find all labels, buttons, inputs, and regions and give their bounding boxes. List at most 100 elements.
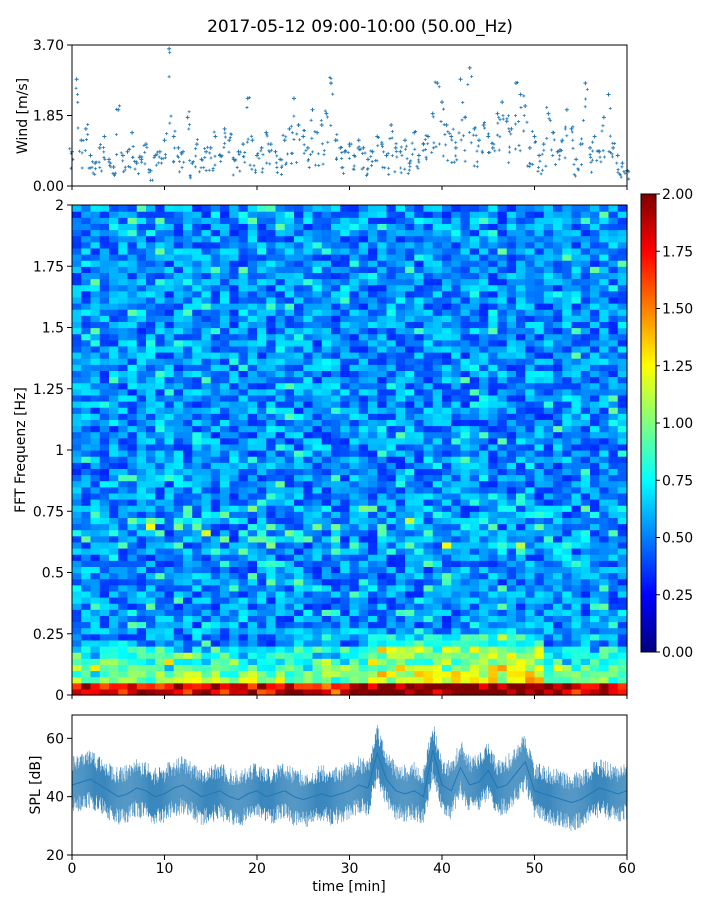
- spectrogram-cell: [239, 352, 249, 359]
- spectrogram-cell: [377, 272, 387, 279]
- spectrogram-cell: [479, 652, 489, 659]
- spectrogram-cell: [174, 646, 184, 653]
- spectrogram-cell: [109, 597, 119, 604]
- spectrogram-cell: [451, 407, 461, 414]
- spectrogram-cell: [442, 615, 452, 622]
- spectrogram-cell: [72, 548, 82, 555]
- spectrogram-cell: [544, 389, 554, 396]
- spectrogram-cell: [507, 530, 517, 537]
- spectrogram-cell: [562, 615, 572, 622]
- spectrogram-cell: [609, 683, 619, 690]
- wind-point: [280, 158, 283, 161]
- wind-point: [380, 141, 383, 144]
- spectrogram-cell: [294, 603, 304, 610]
- spectrogram-cell: [470, 622, 480, 629]
- spectrogram-cell: [174, 272, 184, 279]
- spectrogram-cell: [553, 395, 563, 402]
- spectrogram-cell: [451, 683, 461, 690]
- spectrogram-cell: [229, 266, 239, 273]
- spectrogram-cell: [433, 432, 443, 439]
- spectrogram-cell: [109, 340, 119, 347]
- spectrogram-cell: [599, 560, 609, 567]
- spectrogram-cell: [424, 530, 434, 537]
- spectrogram-cell: [544, 664, 554, 671]
- spectrogram-cell: [248, 683, 258, 690]
- spectrogram-cell: [211, 272, 221, 279]
- spectrogram-cell: [498, 566, 508, 573]
- spectrogram-cell: [266, 640, 276, 647]
- spectrogram-cell: [479, 603, 489, 610]
- spectrogram-cell: [535, 505, 545, 512]
- spectrogram-cell: [572, 389, 582, 396]
- spectrogram-cell: [100, 664, 110, 671]
- spectrogram-cell: [137, 622, 147, 629]
- spectrogram-cell: [155, 481, 165, 488]
- spectrogram-cell: [572, 554, 582, 561]
- spectrogram-cell: [276, 536, 286, 543]
- spectrogram-cell: [562, 419, 572, 426]
- wind-point: [620, 161, 624, 165]
- wind-point: [498, 135, 501, 138]
- spectrogram-cell: [609, 444, 619, 451]
- spectrogram-cell: [118, 370, 128, 377]
- spectrogram-cell: [192, 542, 202, 549]
- spectrogram-cell: [553, 511, 563, 518]
- spectrogram-cell: [322, 432, 332, 439]
- spectrogram-cell: [572, 352, 582, 359]
- spectrogram-cell: [609, 297, 619, 304]
- spectrogram-cell: [155, 524, 165, 531]
- wind-point: [454, 146, 458, 150]
- spectrogram-cell: [442, 566, 452, 573]
- spectrogram-cell: [396, 499, 406, 506]
- spectrogram-cell: [257, 340, 267, 347]
- spectrogram-cell: [599, 573, 609, 580]
- spectrogram-cell: [294, 346, 304, 353]
- spectrogram-cell: [109, 438, 119, 445]
- spectrogram-cell: [581, 438, 591, 445]
- spectrogram-cell: [294, 272, 304, 279]
- spectrogram-cell: [599, 622, 609, 629]
- spectrogram-cell: [313, 511, 323, 518]
- spectrogram-cell: [535, 432, 545, 439]
- spectrogram-cell: [276, 334, 286, 341]
- wind-point: [393, 170, 396, 173]
- spectrogram-cell: [91, 432, 101, 439]
- spectrogram-cell: [165, 297, 175, 304]
- spectrogram-cell: [128, 505, 138, 512]
- spectrogram-cell: [155, 321, 165, 328]
- spectrogram-cell: [183, 658, 193, 665]
- spectrogram-cell: [359, 334, 369, 341]
- spectrogram-cell: [72, 579, 82, 586]
- spectrogram-cell: [525, 413, 535, 420]
- spectrogram-cell: [590, 658, 600, 665]
- spectrogram-cell: [535, 297, 545, 304]
- spectrogram-cell: [294, 395, 304, 402]
- spectrogram-cell: [239, 597, 249, 604]
- spectrogram-cell: [470, 248, 480, 255]
- spectrogram-cell: [433, 671, 443, 678]
- spectrogram-cell: [202, 297, 212, 304]
- spectrogram-cell: [599, 279, 609, 286]
- spectrogram-cell: [470, 328, 480, 335]
- spectrogram-cell: [387, 340, 397, 347]
- spectrogram-cell: [294, 383, 304, 390]
- spectrogram-cell: [433, 462, 443, 469]
- spectrogram-cell: [507, 291, 517, 298]
- spectrogram-cell: [599, 475, 609, 482]
- spectrogram-cell: [405, 609, 415, 616]
- spectrogram-cell: [137, 401, 147, 408]
- spectrogram-cell: [239, 413, 249, 420]
- spectrogram-cell: [239, 272, 249, 279]
- spectrogram-cell: [609, 272, 619, 279]
- spectrogram-cell: [81, 499, 91, 506]
- spectrogram-cell: [572, 591, 582, 598]
- spectrogram-cell: [581, 468, 591, 475]
- spectrogram-cell: [202, 272, 212, 279]
- spectrogram-cell: [155, 352, 165, 359]
- spectrogram-cell: [109, 370, 119, 377]
- spectrogram-cell: [562, 395, 572, 402]
- wind-point: [173, 130, 176, 133]
- wind-point: [591, 141, 594, 144]
- spectrogram-cell: [192, 358, 202, 365]
- spectrogram-cell: [266, 383, 276, 390]
